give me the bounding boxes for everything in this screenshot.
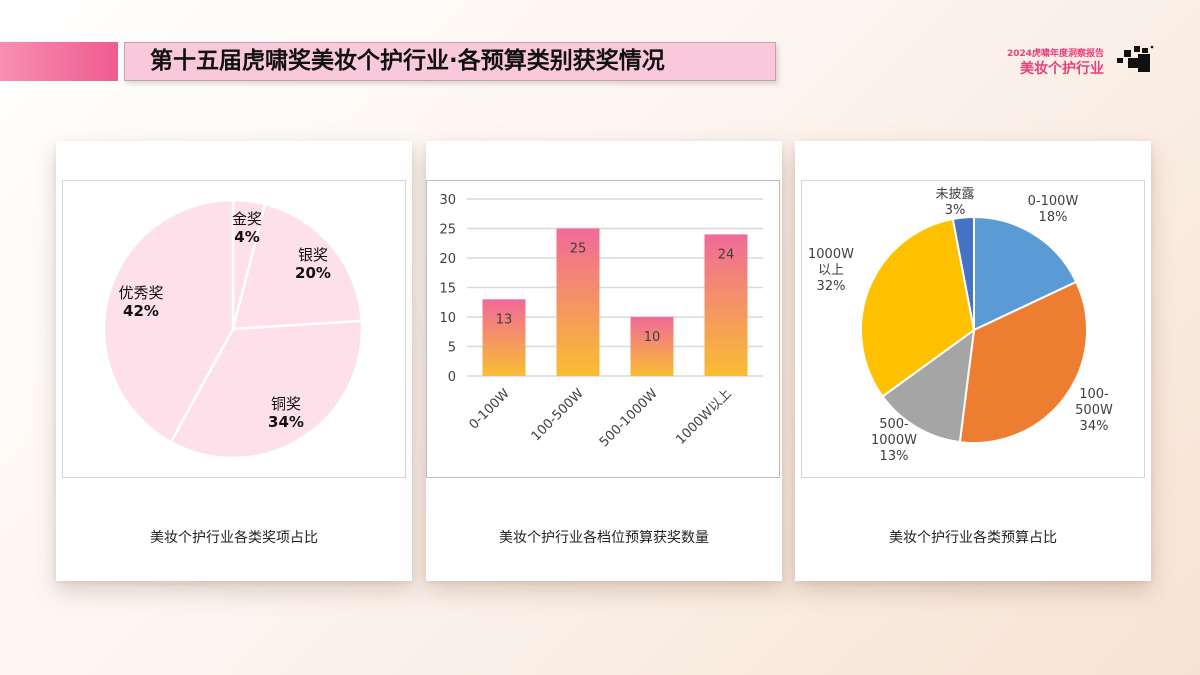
budget-pie-label-1: 100-500W 34% [1075,387,1113,434]
bar-ytick-label-1: 5 [448,341,456,356]
bar-ytick-label-4: 20 [439,252,456,267]
bar-2 [630,317,674,376]
budget-share-pie-chart: 0-100W 18% 100-500W 34% 500-1000W 13% 1000W 以上 3… [808,187,1113,464]
page-title: 第十五届虎啸奖美妆个护行业·各预算类别获奖情况 [150,48,665,74]
award-type-card: 金奖 4% 银奖 20% 铜奖 34% 优秀奖 42% 美妆个护行业各类奖项占比 [56,141,412,581]
bar-ytick-label-0: 0 [448,370,456,385]
bar-category-label-3: 1000W以上 [673,386,734,447]
bar-category-label-0: 0-100W [466,386,513,433]
budget-pie-slice-4 [951,215,975,331]
budget-share-card: 0-100W 18% 100-500W 34% 500-1000W 13% 1000W 以上 3… [795,141,1151,581]
award-pie-label-0: 金奖 4% [232,210,262,246]
bar-ytick-label-5: 25 [439,223,456,238]
bar-1 [556,228,600,376]
brand-industry-name: 美妆个护行业 [1020,61,1104,77]
bar-data-label-0: 13 [496,312,513,327]
bar-data-label-2: 10 [644,330,661,345]
bar-data-label-3: 24 [718,247,735,262]
title-bar [124,42,776,81]
bar-ytick-label-3: 15 [439,282,456,297]
award-pie-slice-3 [102,198,235,444]
bar-category-label-2: 500-1000W [597,386,661,450]
budget-count-chart-frame: 0 5 10 15 20 25 30 13 0-100W 25 100-500W 10 500-1000… [426,180,780,478]
award-pie-label-2: 铜奖 34% [268,395,304,431]
budget-pie-label-2: 500-1000W 13% [871,417,917,464]
award-type-pie-chart: 金奖 4% 银奖 20% 铜奖 34% 优秀奖 42% [102,198,364,460]
award-pie-label-1: 银奖 20% [295,246,331,282]
bar-ytick-label-2: 10 [439,311,456,326]
budget-pie-label-4: 未披露 3% [935,187,974,218]
budget-pie-slice-3 [860,217,976,398]
award-type-caption: 美妆个护行业各类奖项占比 [150,530,318,546]
budget-count-bar-chart: 0 5 10 15 20 25 30 13 0-100W 25 100-500W 10 500-1000… [439,193,763,450]
award-pie-label-3: 优秀奖 42% [118,284,163,320]
budget-count-caption: 美妆个护行业各档位预算获奖数量 [499,530,709,546]
bar-data-label-1: 25 [570,242,587,257]
budget-pie-label-0: 0-100W 18% [1028,194,1079,225]
budget-pie-slice-1 [958,280,1088,444]
budget-share-chart-frame: 0-100W 18% 100-500W 34% 500-1000W 13% 1000W 以上 3… [801,180,1145,478]
budget-share-caption: 美妆个护行业各类预算占比 [889,530,1057,546]
budget-pie-slice-0 [973,215,1078,332]
bar-3 [704,234,748,376]
award-type-chart-frame: 金奖 4% 银奖 20% 铜奖 34% 优秀奖 42% [62,180,406,478]
budget-count-card: 0 5 10 15 20 25 30 13 0-100W 25 100-500W 10 500-1000… [426,141,782,581]
bar-ytick-label-6: 30 [439,193,456,208]
budget-pie-slice-2 [881,327,976,444]
budget-pie-label-3: 1000W 以上 32% [808,247,854,294]
brand-report-year: 2024虎啸年度洞察报告 [1006,49,1104,59]
award-pie-slice-1 [231,202,364,331]
bar-0 [482,299,526,376]
bar-category-label-1: 100-500W [529,386,587,444]
brand-logo-icon [1117,45,1154,72]
title-accent-bar [0,42,118,81]
